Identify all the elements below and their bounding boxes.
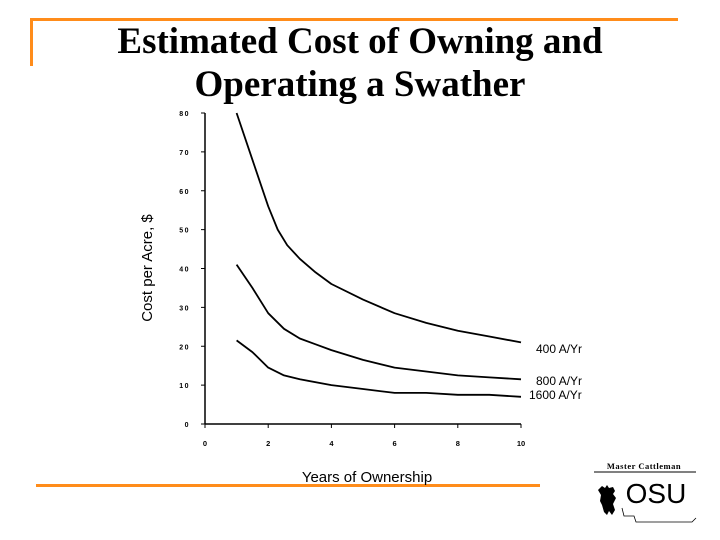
series-label: 400 A/Yr bbox=[536, 342, 582, 356]
y-tick-label: 60 bbox=[179, 189, 190, 196]
x-tick-label: 0 bbox=[203, 439, 207, 448]
logo-main-text: OSU bbox=[626, 478, 687, 509]
cattleman-silhouette-icon bbox=[598, 485, 616, 515]
x-axis-label: Years of Ownership bbox=[302, 469, 432, 486]
x-tick-label: 4 bbox=[329, 439, 334, 448]
y-tick-label: 50 bbox=[179, 228, 190, 235]
slide-title: Estimated Cost of Owning and Operating a… bbox=[40, 20, 680, 106]
x-tick-label: 2 bbox=[266, 439, 270, 448]
slide-title-line-1: Estimated Cost of Owning and bbox=[117, 21, 603, 62]
x-tick-label: 6 bbox=[393, 439, 397, 448]
y-tick-label: 0 bbox=[185, 422, 190, 429]
y-tick-label: 70 bbox=[179, 150, 190, 157]
y-tick-label: 20 bbox=[179, 344, 190, 351]
y-tick-label: 40 bbox=[179, 267, 190, 274]
x-tick-label: 8 bbox=[456, 439, 460, 448]
top-accent-rule bbox=[30, 18, 678, 21]
osu-master-cattleman-logo: Master Cattleman OSU bbox=[594, 461, 697, 523]
y-tick-label: 10 bbox=[179, 383, 190, 390]
series-label: 1600 A/Yr bbox=[529, 388, 582, 402]
y-tick-label: 80 bbox=[179, 111, 190, 118]
x-tick-label: 10 bbox=[517, 439, 525, 448]
series-label: 800 A/Yr bbox=[536, 374, 582, 388]
bottom-accent-rule bbox=[36, 484, 540, 487]
logo-top-text: Master Cattleman bbox=[607, 461, 681, 471]
oklahoma-outline-icon bbox=[621, 507, 697, 523]
series-line bbox=[236, 339, 522, 398]
y-axis-label: Cost per Acre, $ bbox=[139, 214, 156, 322]
series-line bbox=[235, 112, 522, 344]
slide-title-line-2: Operating a Swather bbox=[194, 64, 526, 105]
series-line bbox=[235, 264, 522, 381]
y-tick-label: 30 bbox=[179, 305, 190, 312]
left-accent-rule bbox=[30, 18, 33, 66]
